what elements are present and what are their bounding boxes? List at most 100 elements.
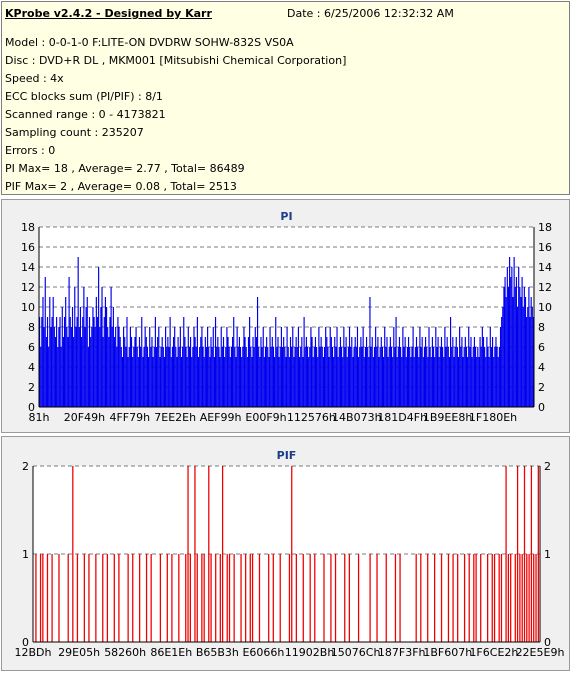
pi-bar	[520, 297, 522, 407]
pif-bar	[145, 554, 148, 642]
pi-bar	[203, 357, 205, 407]
info-speed: Speed : 4x	[5, 72, 64, 85]
pi-ytick-left: 6	[28, 341, 35, 354]
pi-bar	[125, 347, 127, 407]
pif-ytick-right: 2	[544, 460, 551, 473]
pi-bar	[353, 347, 355, 407]
pi-bar	[243, 327, 245, 407]
pi-bar	[108, 337, 110, 407]
pif-bar	[228, 554, 231, 642]
pif-bar	[475, 554, 477, 642]
pif-bar	[118, 554, 120, 642]
pi-bar	[245, 347, 247, 407]
pi-bar	[334, 337, 336, 407]
pi-bar	[511, 267, 513, 407]
pi-bar	[63, 317, 66, 407]
pi-bar	[317, 357, 319, 407]
pi-bar	[61, 307, 63, 407]
pi-xtick: 20F49h	[64, 411, 105, 424]
pif-bar	[132, 554, 134, 642]
pi-bar	[336, 327, 338, 407]
pi-bar	[105, 307, 108, 407]
pi-bar	[68, 277, 70, 407]
pi-bar	[482, 337, 485, 407]
pi-bar	[242, 347, 244, 407]
pi-bar	[459, 327, 461, 407]
pi-bar	[232, 337, 234, 407]
pif-bar	[376, 554, 378, 642]
pi-bar	[303, 317, 305, 407]
pi-bar	[343, 327, 345, 407]
pi-ytick-left: 16	[21, 241, 35, 254]
pif-bar	[189, 554, 191, 642]
pi-bar	[476, 357, 478, 407]
pi-xtick: AEF99h	[200, 411, 242, 424]
pi-bar	[375, 327, 377, 407]
pif-bar	[516, 466, 519, 642]
pi-bar	[276, 347, 278, 407]
pi-bar	[129, 327, 131, 407]
pi-bar	[194, 337, 196, 407]
pi-bar	[175, 347, 177, 407]
pif-bar	[510, 554, 512, 642]
pi-bar	[48, 347, 50, 407]
pi-bar	[354, 337, 356, 407]
pi-bar	[309, 347, 311, 407]
pi-bar	[423, 347, 426, 407]
pi-bar	[176, 357, 178, 407]
pi-bar	[480, 347, 482, 407]
pi-bar	[367, 347, 369, 407]
pif-bar	[58, 554, 60, 642]
pi-bar	[159, 357, 161, 407]
pi-bar	[513, 257, 515, 407]
pi-bar	[470, 337, 472, 407]
pi-bar	[112, 307, 114, 407]
pi-bar	[209, 357, 211, 407]
pif-xtick: 29E05h	[58, 646, 100, 659]
pi-bar	[49, 297, 51, 407]
pi-bar	[43, 327, 45, 407]
pi-bar	[526, 317, 528, 407]
pi-bar	[335, 347, 337, 407]
pi-bar	[252, 337, 254, 407]
pi-bar	[509, 257, 511, 407]
pi-bar	[393, 327, 395, 407]
pi-bar	[342, 357, 344, 407]
pi-bar	[52, 297, 54, 407]
pi-bar	[249, 317, 251, 407]
pi-bar	[254, 327, 256, 407]
pi-bar	[183, 317, 185, 407]
pi-bar	[463, 347, 465, 407]
pi-ytick-right: 18	[538, 221, 552, 234]
pif-ytick-right: 0	[544, 636, 551, 649]
pi-bar	[100, 307, 102, 407]
pi-bar	[82, 317, 84, 407]
pi-bar	[147, 357, 150, 407]
pif-bar	[334, 554, 337, 642]
pi-bar	[510, 277, 512, 407]
pi-bar	[283, 337, 285, 407]
pif-ytick-left: 2	[22, 460, 29, 473]
pi-bar	[266, 337, 268, 407]
pi-bar	[111, 327, 113, 407]
pi-bar	[233, 317, 235, 407]
pi-bar	[506, 267, 508, 407]
pi-bar	[258, 347, 260, 407]
pi-bar	[481, 327, 483, 407]
pi-bar	[220, 327, 222, 407]
pi-bar	[384, 327, 386, 407]
pif-bar	[67, 554, 69, 642]
pi-bar	[45, 337, 47, 407]
pif-bar	[72, 466, 74, 642]
pi-bar	[169, 317, 171, 407]
info-pif-stats: PIF Max= 2 , Average= 0.08 , Total= 2513	[5, 180, 237, 193]
pi-bar	[377, 337, 379, 407]
pi-bar	[451, 347, 453, 407]
pi-bar	[379, 347, 381, 407]
pi-bar	[92, 307, 94, 407]
pi-bar	[337, 357, 339, 407]
pi-bar	[250, 347, 252, 407]
pi-bar	[161, 337, 163, 407]
pi-bar	[448, 357, 451, 407]
pif-bar	[76, 554, 79, 642]
